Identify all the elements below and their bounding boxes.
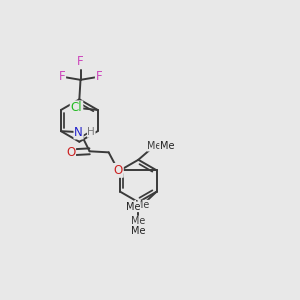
Text: Me: Me [135,200,149,210]
Text: Me: Me [131,216,146,226]
Text: N: N [74,126,83,139]
Text: O: O [114,164,123,177]
Text: F: F [58,70,65,83]
Text: O: O [66,146,75,159]
Text: Me: Me [126,202,140,212]
Text: Me: Me [160,141,174,151]
Text: H: H [87,127,95,137]
Text: Me: Me [131,226,146,236]
Text: F: F [96,70,103,83]
Text: Cl: Cl [71,101,82,114]
Text: Me: Me [147,141,161,151]
Text: F: F [77,55,84,68]
